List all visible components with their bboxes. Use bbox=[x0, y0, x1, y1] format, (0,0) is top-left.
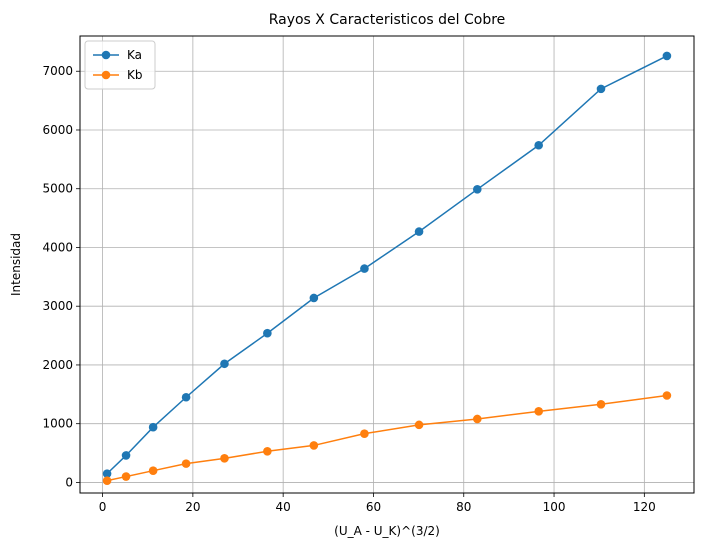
data-point-ka bbox=[414, 227, 424, 236]
legend-marker-kb bbox=[101, 70, 111, 80]
x-tick-label: 60 bbox=[366, 500, 381, 514]
chart-title: Rayos X Caracteristicos del Cobre bbox=[269, 12, 506, 28]
data-point-ka bbox=[360, 264, 369, 273]
data-point-ka bbox=[596, 84, 606, 94]
data-point-kb bbox=[263, 446, 272, 456]
data-point-ka bbox=[121, 451, 131, 460]
legend: Ka Kb bbox=[84, 40, 156, 90]
x-axis-label: (U_A - U_K)^(3/2) bbox=[334, 524, 440, 538]
y-tick-label: 6000 bbox=[42, 123, 73, 137]
data-point-kb bbox=[414, 420, 424, 430]
grid bbox=[80, 36, 694, 493]
data-point-kb bbox=[472, 414, 482, 424]
data-point-kb bbox=[102, 476, 112, 485]
x-tick-label: 120 bbox=[633, 500, 656, 514]
series-layer bbox=[102, 51, 672, 485]
y-axis-label: Intensidad bbox=[9, 233, 23, 296]
data-point-kb bbox=[360, 429, 369, 438]
data-point-ka bbox=[148, 422, 158, 432]
x-tick-label: 0 bbox=[99, 500, 107, 514]
data-point-ka bbox=[472, 185, 482, 194]
data-point-ka bbox=[181, 392, 191, 402]
legend-label-ka: Ka bbox=[127, 48, 142, 62]
data-point-kb bbox=[121, 472, 131, 481]
data-point-ka bbox=[662, 51, 672, 61]
legend-box bbox=[84, 40, 156, 90]
x-tick-label: 80 bbox=[456, 500, 471, 514]
y-tick-label: 7000 bbox=[42, 64, 73, 78]
axis-ticks: 0 20 40 60 80 100 120 0 1000 2000 3000 4000 5000 6000… bbox=[42, 64, 655, 514]
data-point-ka bbox=[309, 293, 319, 303]
x-tick-label: 20 bbox=[185, 500, 200, 514]
data-point-ka bbox=[263, 328, 272, 338]
data-point-kb bbox=[148, 466, 158, 475]
data-point-kb bbox=[309, 441, 319, 450]
data-point-kb bbox=[596, 400, 606, 409]
data-point-ka bbox=[534, 140, 543, 150]
data-point-kb bbox=[534, 407, 543, 416]
x-tick-label: 40 bbox=[276, 500, 291, 514]
data-point-kb bbox=[181, 459, 191, 468]
data-point-ka bbox=[102, 469, 112, 478]
y-tick-label: 5000 bbox=[42, 182, 73, 196]
y-tick-label: 0 bbox=[65, 475, 73, 489]
legend-label-kb: Kb bbox=[127, 68, 143, 82]
y-tick-label: 1000 bbox=[42, 417, 73, 431]
data-point-kb bbox=[220, 454, 229, 463]
y-tick-label: 4000 bbox=[42, 240, 73, 254]
plot-area-frame bbox=[79, 35, 695, 494]
y-tick-label: 2000 bbox=[42, 358, 73, 372]
legend-marker-ka bbox=[101, 50, 111, 60]
data-point-kb bbox=[662, 391, 672, 400]
data-point-ka bbox=[220, 359, 229, 369]
y-tick-label: 3000 bbox=[42, 299, 73, 313]
x-tick-label: 100 bbox=[543, 500, 566, 514]
